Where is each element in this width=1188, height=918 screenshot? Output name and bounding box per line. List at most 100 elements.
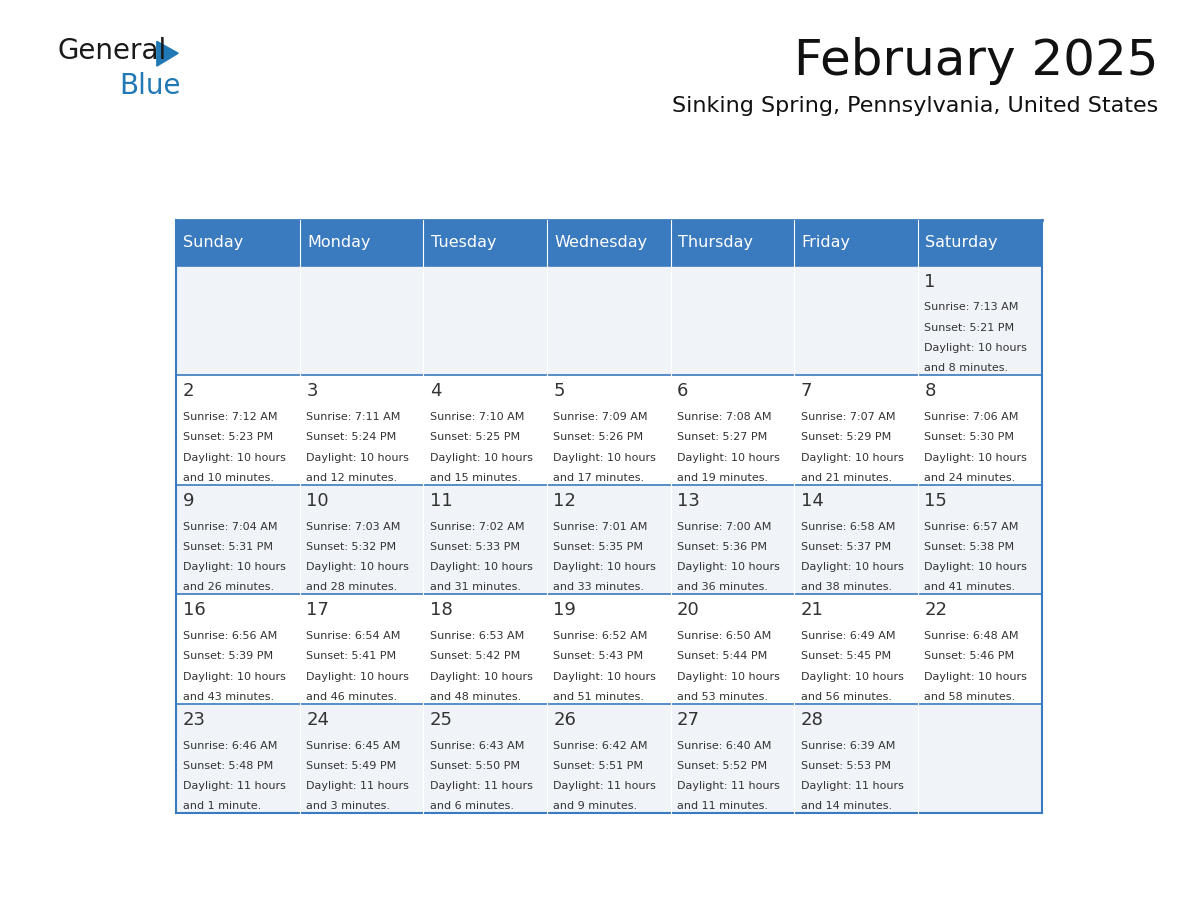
Text: 20: 20 (677, 601, 700, 620)
Bar (176, 375, 299, 485)
Text: 28: 28 (801, 711, 823, 729)
Bar (423, 485, 546, 594)
Text: 4: 4 (430, 382, 441, 400)
Text: Sunset: 5:33 PM: Sunset: 5:33 PM (430, 542, 520, 552)
Bar (546, 485, 671, 594)
Text: 6: 6 (677, 382, 689, 400)
Text: Sunrise: 6:54 AM: Sunrise: 6:54 AM (307, 631, 400, 641)
Bar (795, 265, 918, 375)
Text: and 8 minutes.: and 8 minutes. (924, 364, 1009, 374)
Bar (299, 375, 423, 485)
Bar (176, 594, 299, 704)
Bar (671, 265, 795, 375)
Text: Sunrise: 7:13 AM: Sunrise: 7:13 AM (924, 302, 1019, 312)
Text: Sunset: 5:53 PM: Sunset: 5:53 PM (801, 761, 891, 771)
Text: Daylight: 10 hours: Daylight: 10 hours (677, 453, 781, 463)
Text: Blue: Blue (119, 72, 181, 100)
Text: and 19 minutes.: and 19 minutes. (677, 473, 769, 483)
Bar (918, 265, 1042, 375)
Text: and 53 minutes.: and 53 minutes. (677, 692, 769, 702)
Text: Saturday: Saturday (925, 235, 998, 251)
Bar (918, 219, 1042, 265)
Bar (546, 265, 671, 375)
Bar (795, 594, 918, 704)
Text: Daylight: 10 hours: Daylight: 10 hours (430, 453, 532, 463)
Bar (546, 594, 671, 704)
Text: Sunset: 5:27 PM: Sunset: 5:27 PM (677, 432, 767, 442)
Text: 12: 12 (554, 492, 576, 509)
Text: and 26 minutes.: and 26 minutes. (183, 582, 273, 592)
Text: Sunset: 5:30 PM: Sunset: 5:30 PM (924, 432, 1015, 442)
Text: Sunset: 5:36 PM: Sunset: 5:36 PM (677, 542, 767, 552)
Text: and 28 minutes.: and 28 minutes. (307, 582, 398, 592)
Text: Daylight: 10 hours: Daylight: 10 hours (183, 672, 285, 682)
Text: 17: 17 (307, 601, 329, 620)
Text: Daylight: 10 hours: Daylight: 10 hours (924, 672, 1028, 682)
Bar (176, 704, 299, 813)
Text: Friday: Friday (802, 235, 851, 251)
Text: Daylight: 10 hours: Daylight: 10 hours (801, 453, 904, 463)
Text: and 6 minutes.: and 6 minutes. (430, 801, 514, 812)
Bar (918, 594, 1042, 704)
Text: 24: 24 (307, 711, 329, 729)
Text: Sunrise: 6:39 AM: Sunrise: 6:39 AM (801, 741, 895, 751)
Text: 16: 16 (183, 601, 206, 620)
Text: and 9 minutes.: and 9 minutes. (554, 801, 638, 812)
Text: and 12 minutes.: and 12 minutes. (307, 473, 397, 483)
Text: 21: 21 (801, 601, 823, 620)
Text: Sunrise: 6:52 AM: Sunrise: 6:52 AM (554, 631, 647, 641)
Text: Daylight: 10 hours: Daylight: 10 hours (554, 562, 656, 572)
Bar (299, 265, 423, 375)
Text: Sunset: 5:21 PM: Sunset: 5:21 PM (924, 323, 1015, 332)
Text: Daylight: 10 hours: Daylight: 10 hours (554, 672, 656, 682)
Text: Sunrise: 7:01 AM: Sunrise: 7:01 AM (554, 521, 647, 532)
Text: Sunrise: 6:48 AM: Sunrise: 6:48 AM (924, 631, 1019, 641)
Text: 8: 8 (924, 382, 936, 400)
Text: Sunset: 5:25 PM: Sunset: 5:25 PM (430, 432, 520, 442)
Text: and 43 minutes.: and 43 minutes. (183, 692, 273, 702)
Text: Daylight: 10 hours: Daylight: 10 hours (430, 672, 532, 682)
Bar (795, 375, 918, 485)
Bar (176, 219, 299, 265)
Text: Sunrise: 7:11 AM: Sunrise: 7:11 AM (307, 412, 400, 422)
Bar (299, 594, 423, 704)
Text: Sunset: 5:52 PM: Sunset: 5:52 PM (677, 761, 767, 771)
Text: Sunrise: 6:43 AM: Sunrise: 6:43 AM (430, 741, 524, 751)
Text: Sunday: Sunday (183, 235, 244, 251)
Bar (671, 704, 795, 813)
Text: Sunset: 5:24 PM: Sunset: 5:24 PM (307, 432, 397, 442)
Text: and 31 minutes.: and 31 minutes. (430, 582, 520, 592)
Text: Sunset: 5:23 PM: Sunset: 5:23 PM (183, 432, 273, 442)
Text: Monday: Monday (308, 235, 371, 251)
Text: 27: 27 (677, 711, 700, 729)
Text: Sunset: 5:49 PM: Sunset: 5:49 PM (307, 761, 397, 771)
Text: 5: 5 (554, 382, 565, 400)
Bar (299, 485, 423, 594)
Text: and 15 minutes.: and 15 minutes. (430, 473, 520, 483)
Bar (671, 594, 795, 704)
Bar (546, 375, 671, 485)
Text: Sunset: 5:51 PM: Sunset: 5:51 PM (554, 761, 644, 771)
Text: Sunset: 5:38 PM: Sunset: 5:38 PM (924, 542, 1015, 552)
Text: Sunrise: 6:40 AM: Sunrise: 6:40 AM (677, 741, 771, 751)
Text: and 36 minutes.: and 36 minutes. (677, 582, 769, 592)
Text: and 11 minutes.: and 11 minutes. (677, 801, 769, 812)
Text: Sunset: 5:43 PM: Sunset: 5:43 PM (554, 652, 644, 661)
Text: and 1 minute.: and 1 minute. (183, 801, 261, 812)
Text: Wednesday: Wednesday (555, 235, 647, 251)
Text: and 21 minutes.: and 21 minutes. (801, 473, 892, 483)
Text: Daylight: 10 hours: Daylight: 10 hours (183, 453, 285, 463)
Text: and 56 minutes.: and 56 minutes. (801, 692, 892, 702)
Bar (671, 219, 795, 265)
Text: and 33 minutes.: and 33 minutes. (554, 582, 644, 592)
Text: Daylight: 10 hours: Daylight: 10 hours (307, 453, 409, 463)
Text: Sunrise: 7:08 AM: Sunrise: 7:08 AM (677, 412, 772, 422)
Bar (423, 219, 546, 265)
Bar (299, 219, 423, 265)
Text: Sunset: 5:32 PM: Sunset: 5:32 PM (307, 542, 397, 552)
Text: Sunrise: 6:46 AM: Sunrise: 6:46 AM (183, 741, 277, 751)
Text: Sunrise: 6:42 AM: Sunrise: 6:42 AM (554, 741, 647, 751)
Text: Daylight: 11 hours: Daylight: 11 hours (554, 781, 656, 791)
Text: Sunrise: 6:45 AM: Sunrise: 6:45 AM (307, 741, 400, 751)
Text: and 48 minutes.: and 48 minutes. (430, 692, 522, 702)
